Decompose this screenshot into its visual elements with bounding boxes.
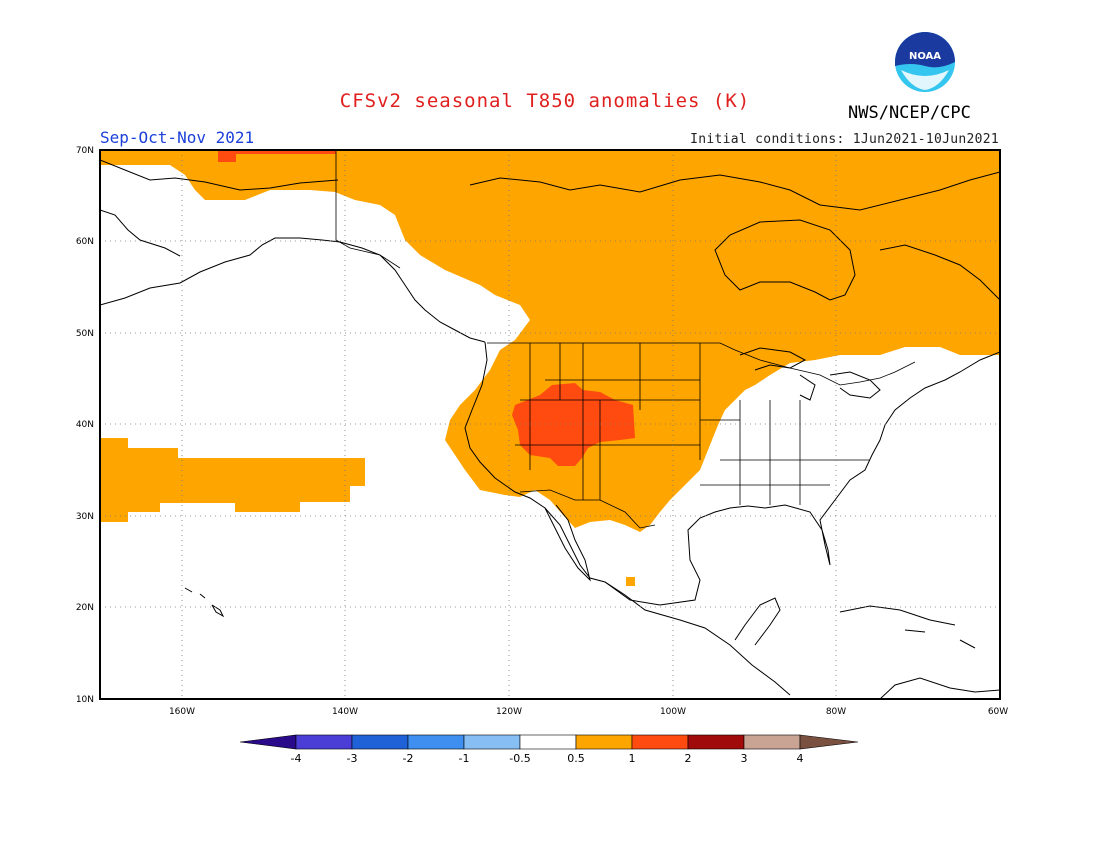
colorbar-label: 1 [629, 752, 636, 765]
border-us-canada [487, 342, 916, 386]
coastline-south-america [879, 677, 1000, 699]
coastline-alaska-north [100, 159, 339, 191]
lat-label: 20N [76, 603, 94, 613]
lat-label: 40N [76, 420, 94, 430]
coastline-yucatan [734, 597, 781, 646]
colorbar-label: -0.5 [509, 752, 530, 765]
lat-label: 10N [76, 695, 94, 705]
grid-lines [100, 150, 1000, 699]
colorbar-swatch [631, 734, 689, 750]
colorbar-label: 0.5 [567, 752, 585, 765]
map-frame [99, 149, 1001, 700]
colorbar-arrow-high [799, 734, 859, 750]
colorbar-label: -3 [347, 752, 358, 765]
state-borders [515, 343, 870, 505]
lat-label: 30N [76, 512, 94, 522]
border-alaska-canada [335, 150, 401, 269]
colorbar-label: 2 [685, 752, 692, 765]
colorbar-swatch [351, 734, 409, 750]
anomaly-region-arctic-strip [236, 150, 336, 154]
longitude-labels: 160W 140W 120W 100W 80W 60W [169, 707, 1008, 717]
colorbar-label: 3 [741, 752, 748, 765]
coastline-alaska-west [100, 209, 181, 257]
agency-label: NWS/NCEP/CPC [848, 103, 971, 123]
great-lakes [739, 347, 881, 401]
coastline-arctic-islands [469, 171, 1000, 211]
lon-label: 80W [826, 707, 846, 717]
season-label: Sep-Oct-Nov 2021 [100, 128, 255, 147]
colorbar-swatch [295, 734, 353, 750]
lon-label: 140W [332, 707, 358, 717]
lat-label: 50N [76, 329, 94, 339]
colorbar-swatch [463, 734, 521, 750]
colorbar: -4 -3 -2 -1 -0.5 0.5 1 2 3 4 [239, 734, 859, 765]
anomaly-field [100, 150, 1000, 586]
lon-label: 60W [988, 707, 1008, 717]
colorbar-label: -2 [403, 752, 414, 765]
political-borders [335, 150, 916, 529]
colorbar-label: -1 [459, 752, 470, 765]
lon-label: 120W [496, 707, 522, 717]
colorbar-label: -4 [291, 752, 302, 765]
colorbar-arrow-low [239, 734, 297, 750]
coastline-hudson [714, 219, 856, 301]
map-title: CFSv2 seasonal T850 anomalies (K) [339, 90, 751, 112]
anomaly-region-north [100, 150, 1000, 532]
colorbar-label: 4 [797, 752, 804, 765]
lat-label: 60N [76, 237, 94, 247]
coastline-baja [544, 504, 591, 582]
anomaly-region-pacific [100, 438, 365, 522]
noaa-logo-text: NOAA [909, 51, 941, 62]
coastline-caribbean [839, 605, 976, 649]
coastline-labrador [879, 244, 1000, 301]
colorbar-swatch [743, 734, 801, 750]
colorbar-swatch [519, 734, 577, 750]
initial-conditions-label: Initial conditions: 1Jun2021-10Jun2021 [690, 132, 999, 147]
colorbar-swatch [687, 734, 745, 750]
noaa-logo: NOAA [893, 30, 957, 98]
lon-label: 100W [660, 707, 686, 717]
coastline-west [464, 341, 791, 696]
colorbar-swatch [575, 734, 633, 750]
coastline-hawaii [184, 587, 225, 618]
coastline-gulf [604, 351, 1000, 606]
anomaly-region-baja-spot [626, 577, 635, 586]
lat-label: 70N [76, 146, 94, 156]
lon-label: 160W [169, 707, 195, 717]
colorbar-swatch [407, 734, 465, 750]
coastlines [100, 159, 1000, 699]
anomaly-region-arctic-spot [218, 150, 236, 162]
latitude-labels: 70N 60N 50N 40N 30N 20N 10N [76, 146, 94, 705]
